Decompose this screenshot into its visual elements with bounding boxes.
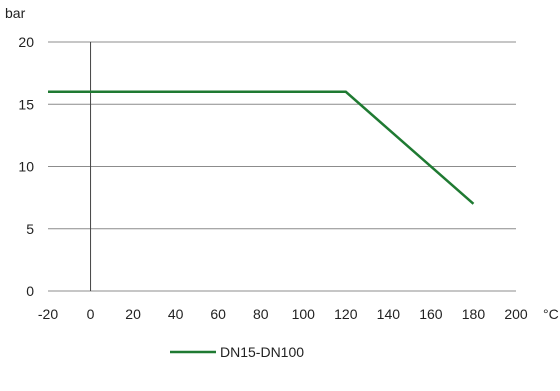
x-tick-label: 0 [87, 306, 95, 322]
x-tick-label: 120 [334, 306, 358, 322]
y-tick-labels: 0 5 10 15 20 [18, 34, 34, 299]
x-axis-unit-label: °C [543, 306, 559, 322]
grid-lines [48, 41, 516, 292]
x-tick-label: -20 [38, 306, 58, 322]
x-tick-label: 100 [292, 306, 316, 322]
series-lines [48, 90, 475, 205]
y-tick-label: 5 [26, 221, 34, 237]
x-tick-label: 20 [125, 306, 141, 322]
x-tick-label: 40 [168, 306, 184, 322]
y-axis-unit-label: bar [5, 5, 26, 21]
y-tick-label: 15 [18, 96, 34, 112]
y-tick-label: 10 [18, 159, 34, 175]
x-tick-labels: -20 0 20 40 60 80 100 120 140 160 180 200 [38, 306, 528, 322]
series-line-0 [48, 90, 475, 205]
y-tick-label: 0 [26, 283, 34, 299]
y-tick-label: 20 [18, 34, 34, 50]
x-tick-label: 160 [419, 306, 443, 322]
legend: DN15-DN100 [170, 344, 304, 360]
legend-label-dn15-dn100: DN15-DN100 [220, 344, 304, 360]
x-tick-label: 140 [377, 306, 401, 322]
x-tick-label: 80 [253, 306, 269, 322]
x-tick-label: 180 [462, 306, 486, 322]
x-tick-label: 60 [210, 306, 226, 322]
x-tick-label: 200 [504, 306, 528, 322]
